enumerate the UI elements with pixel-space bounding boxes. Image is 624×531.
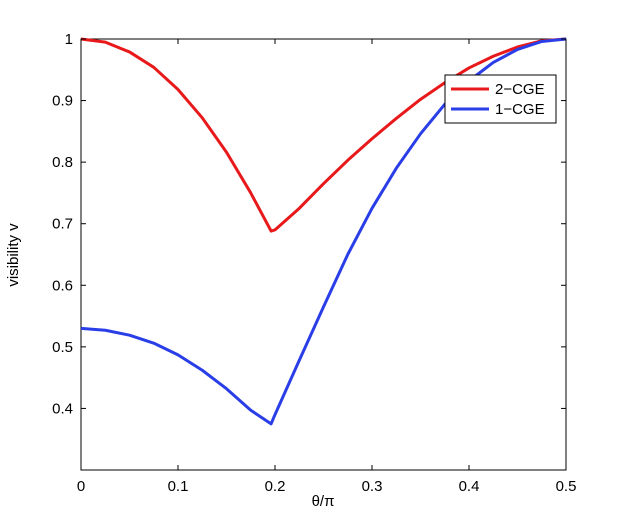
series-line-1 xyxy=(80,37,567,233)
x-tick-label: 0.1 xyxy=(168,478,189,495)
y-tick-label: 0.9 xyxy=(52,93,73,110)
legend: 2−CGE 1−CGE xyxy=(444,74,557,124)
y-tick-label: 0.5 xyxy=(52,339,73,356)
series-layer xyxy=(80,37,567,426)
y-tick-label: 0.8 xyxy=(52,154,73,171)
x-tick-label: 0 xyxy=(77,478,85,495)
legend-label-1: 2−CGE xyxy=(495,81,545,98)
series-line-2 xyxy=(80,37,567,426)
legend-label-2: 1−CGE xyxy=(495,101,545,118)
y-tick-label: 0.4 xyxy=(52,400,73,417)
x-tick-label: 0.2 xyxy=(265,478,286,495)
legend-box xyxy=(444,74,557,124)
y-tick-label: 0.6 xyxy=(52,277,73,294)
axes-layer: 0 0.1 0.2 0.3 0.4 0.5 0.4 0.5 0.6 0.7 0.8 0.9 1 xyxy=(52,31,576,495)
x-tick-label: 0.5 xyxy=(556,478,577,495)
x-axis-label: θ/π xyxy=(312,493,335,510)
y-axis-label: visibility v xyxy=(5,223,22,287)
y-tick-label: 0.7 xyxy=(52,216,73,233)
y-tick-label: 1 xyxy=(65,31,73,48)
x-tick-label: 0.3 xyxy=(362,478,383,495)
x-tick-label: 0.4 xyxy=(459,478,480,495)
